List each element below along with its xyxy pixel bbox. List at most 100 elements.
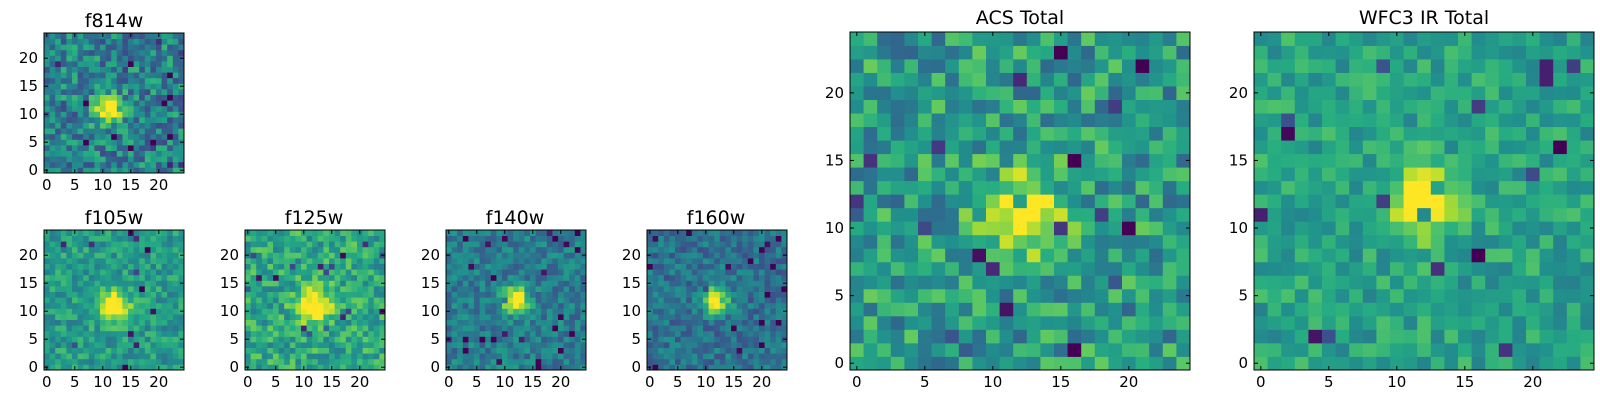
heatmap-cell <box>362 297 369 304</box>
heatmap-cell <box>972 221 987 236</box>
heatmap-cell <box>1081 261 1096 276</box>
heatmap-cell <box>334 353 341 360</box>
heatmap-cell <box>1254 153 1268 168</box>
heatmap-cell <box>317 358 324 365</box>
y-tick-label: 20 <box>19 49 38 67</box>
heatmap-cell <box>918 275 932 290</box>
heatmap-cell <box>357 353 363 360</box>
heatmap-cell <box>759 291 765 298</box>
heatmap-cell <box>1162 315 1177 330</box>
heatmap-cell <box>261 241 268 248</box>
heatmap-cell <box>133 156 140 163</box>
heatmap-cell <box>574 286 581 292</box>
heatmap-cell <box>524 308 531 315</box>
heatmap-cell <box>563 258 570 264</box>
heatmap-cell <box>580 325 587 332</box>
heatmap-cell <box>373 364 380 371</box>
heatmap-cell <box>178 358 185 365</box>
heatmap-cell <box>1267 342 1282 357</box>
heatmap-cell <box>999 342 1014 357</box>
heatmap-cell <box>770 308 777 315</box>
heatmap-cell <box>764 246 771 253</box>
heatmap-cell <box>161 122 168 129</box>
heatmap-cell <box>1471 275 1486 290</box>
heatmap-cell <box>379 263 386 270</box>
heatmap-cell <box>770 297 777 304</box>
heatmap-cell <box>1566 221 1581 236</box>
heatmap-cell <box>451 269 458 276</box>
heatmap-cell <box>116 241 123 248</box>
heatmap-cell <box>446 235 452 242</box>
heatmap-cell <box>284 291 291 298</box>
heatmap-cell <box>178 66 185 73</box>
heatmap-cell <box>1349 315 1364 330</box>
heatmap-cell <box>105 330 112 337</box>
heatmap-cell <box>764 325 771 332</box>
heatmap-cell <box>1580 261 1595 276</box>
heatmap-cell <box>1135 99 1150 114</box>
heatmap-cell <box>479 291 486 298</box>
heatmap-cell <box>55 122 62 129</box>
heatmap-cell <box>569 358 576 365</box>
heatmap-cell <box>764 342 771 348</box>
heatmap-cell <box>541 246 548 253</box>
heatmap-cell <box>945 180 960 195</box>
heatmap-cell <box>256 258 263 264</box>
heatmap-cell <box>94 308 101 315</box>
heatmap-cell <box>507 353 514 360</box>
heatmap-cell <box>88 38 95 45</box>
heatmap-cell <box>66 308 73 315</box>
heatmap-cell <box>1081 45 1096 60</box>
heatmap-cell <box>675 336 681 343</box>
heatmap-cell <box>686 330 693 337</box>
heatmap-cell <box>1135 248 1150 263</box>
heatmap-cell <box>49 314 56 320</box>
heatmap-cell <box>877 315 892 330</box>
heatmap-cell <box>312 325 319 332</box>
heatmap-cell <box>72 150 78 157</box>
x-tick-label: 5 <box>472 373 482 391</box>
x-tick-label: 0 <box>1256 373 1266 391</box>
heatmap-cell <box>535 330 542 337</box>
heatmap-cell <box>278 297 285 304</box>
heatmap-cell <box>83 325 90 332</box>
heatmap-cell <box>100 325 106 332</box>
heatmap-cell <box>890 342 905 357</box>
heatmap-cell <box>1526 59 1540 73</box>
heatmap-cell <box>1485 32 1500 46</box>
heatmap-cell <box>1458 356 1472 371</box>
heatmap-cell <box>122 325 129 332</box>
heatmap-cell <box>490 291 497 298</box>
heatmap-cell <box>546 347 553 354</box>
heatmap-cell <box>55 89 62 95</box>
heatmap-cell <box>647 353 653 360</box>
heatmap-cell <box>451 358 458 365</box>
heatmap-cell <box>1430 221 1445 236</box>
heatmap-cell <box>144 89 151 95</box>
heatmap-cell <box>329 319 335 326</box>
heatmap-cell <box>1444 221 1459 236</box>
heatmap-cell <box>1054 261 1068 276</box>
heatmap-cell <box>273 258 279 264</box>
heatmap-cell <box>295 330 302 337</box>
heatmap-cell <box>490 364 497 371</box>
heatmap-cell <box>1458 275 1472 290</box>
heatmap-cell <box>368 246 375 253</box>
heatmap-cell <box>764 308 771 315</box>
heatmap-cell <box>1267 207 1282 222</box>
heatmap-cell <box>468 314 475 320</box>
heatmap-cell <box>1403 261 1418 276</box>
heatmap-cell <box>178 49 185 56</box>
heatmap-cell <box>111 263 118 270</box>
heatmap-cell <box>945 32 960 46</box>
heatmap-cell <box>1539 86 1554 100</box>
heatmap-cell <box>161 263 168 270</box>
heatmap-cell <box>850 113 864 128</box>
heatmap-cell <box>172 342 179 348</box>
heatmap-cell <box>373 274 380 281</box>
heatmap-cell <box>753 280 760 287</box>
heatmap-cell <box>77 274 84 281</box>
heatmap-cell <box>1267 86 1282 100</box>
heatmap-cell <box>1108 315 1123 330</box>
